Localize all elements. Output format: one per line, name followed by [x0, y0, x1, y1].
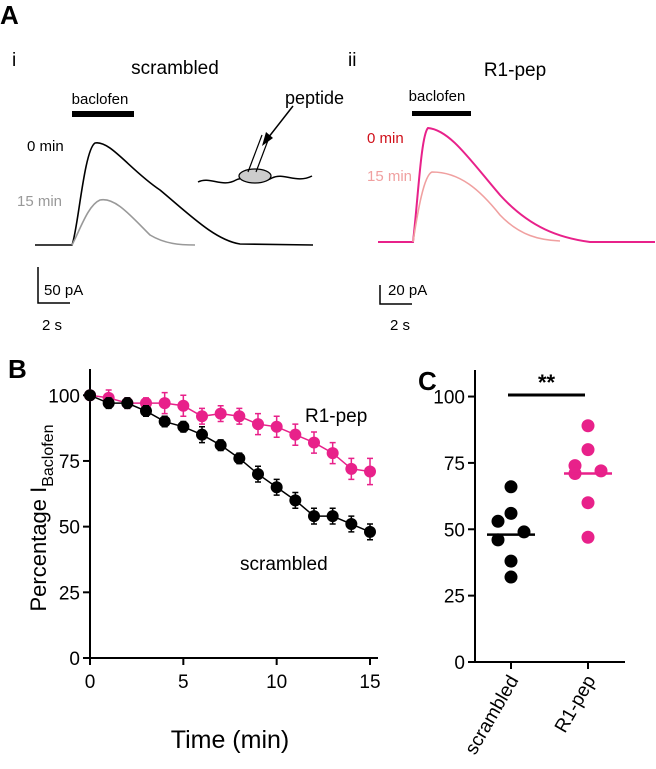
data-point — [177, 399, 190, 412]
y-tick-label: 25 — [444, 587, 465, 608]
trace-label: 0 min — [27, 138, 64, 155]
y-tick-label: 0 — [69, 649, 80, 670]
data-point — [289, 494, 302, 507]
data-point — [252, 418, 264, 431]
data-point — [158, 397, 171, 410]
data-point — [158, 415, 171, 428]
data-point — [233, 452, 246, 465]
data-point — [364, 465, 376, 478]
data-point — [214, 407, 227, 420]
scale-label: 20 pA — [388, 282, 427, 299]
x-axis-label: Time (min) — [171, 726, 290, 754]
trace — [35, 142, 314, 246]
data-point — [326, 510, 339, 523]
data-point — [196, 428, 208, 441]
scale-bar — [37, 267, 70, 304]
drug-label: baclofen — [409, 88, 466, 105]
x-tick-label: R1-pep — [551, 672, 600, 736]
y-tick-label: 100 — [433, 388, 465, 409]
trace — [378, 126, 655, 243]
x-tick-label: 5 — [178, 672, 189, 693]
data-point — [252, 468, 264, 481]
data-point — [326, 447, 339, 460]
drug-bar — [412, 111, 471, 116]
trace-title: scrambled — [131, 58, 219, 79]
data-point — [594, 464, 608, 478]
data-point — [581, 530, 595, 544]
drug-label: baclofen — [72, 91, 129, 108]
cell — [238, 168, 272, 184]
scale-bar — [379, 285, 412, 305]
trace — [412, 171, 561, 243]
data-point — [504, 480, 518, 494]
subpanel-label: ii — [348, 50, 356, 71]
scale-label: 2 s — [390, 317, 410, 334]
data-point — [270, 481, 283, 494]
data-point — [581, 443, 595, 457]
data-point — [289, 428, 302, 441]
data-point — [214, 439, 227, 452]
trace-label: 0 min — [367, 130, 404, 147]
data-point — [270, 420, 283, 433]
data-point — [517, 525, 531, 539]
series-label: scrambled — [240, 554, 328, 575]
data-point — [177, 420, 190, 433]
data-point — [102, 397, 115, 410]
x-tick-label: 10 — [266, 672, 287, 693]
y-tick-label: 50 — [444, 520, 465, 541]
y-axis-label-main: Percentage I — [26, 487, 51, 612]
y-axis-label: Percentage IBaclofen — [26, 424, 57, 611]
trace-label: 15 min — [367, 168, 412, 185]
y-axis-label-sub: Baclofen — [40, 424, 57, 486]
trace — [71, 198, 196, 246]
data-point — [581, 496, 595, 510]
data-point — [140, 405, 152, 418]
trace-label: 15 min — [17, 193, 62, 210]
data-point — [504, 570, 518, 584]
electrode — [247, 134, 263, 173]
data-point — [491, 514, 505, 528]
panel-label: A — [0, 0, 19, 30]
y-tick-label: 25 — [59, 583, 80, 604]
x-tick-label: scrambled — [461, 672, 523, 758]
series-label: R1-pep — [305, 406, 367, 427]
data-point — [308, 436, 320, 449]
inset-label: peptide — [285, 88, 344, 108]
data-point — [345, 462, 358, 475]
data-point — [196, 410, 208, 423]
data-point — [504, 554, 518, 568]
data-point — [364, 525, 376, 538]
panel-label: B — [8, 354, 27, 384]
data-point — [233, 410, 246, 423]
data-point — [84, 389, 96, 402]
x-tick-label: 15 — [359, 672, 380, 693]
significance-label: ** — [538, 370, 556, 395]
scale-label: 50 pA — [44, 282, 83, 299]
y-tick-label: 100 — [48, 386, 80, 407]
series-line — [89, 394, 371, 473]
arrow — [267, 105, 294, 139]
panel-label: C — [418, 366, 437, 396]
series-line — [89, 394, 371, 533]
y-tick-label: 75 — [59, 452, 80, 473]
data-point — [504, 506, 518, 520]
scale-label: 2 s — [42, 317, 62, 334]
data-point — [581, 419, 595, 433]
data-point — [308, 510, 320, 523]
arrow-head — [262, 132, 273, 146]
data-point — [121, 397, 134, 410]
subpanel-label: i — [12, 50, 16, 71]
y-tick-label: 50 — [59, 518, 80, 539]
x-tick-label: 0 — [85, 672, 96, 693]
data-point — [491, 533, 505, 547]
y-tick-label: 0 — [454, 653, 465, 674]
data-point — [345, 518, 358, 531]
drug-bar — [72, 111, 134, 117]
y-tick-label: 75 — [444, 454, 465, 475]
trace-title: R1-pep — [484, 60, 546, 81]
